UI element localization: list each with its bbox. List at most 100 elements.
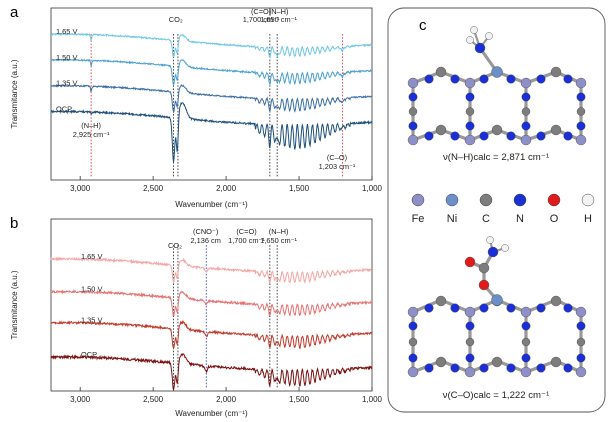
series-line-1-35-v — [50, 320, 373, 350]
top-n-side-2 — [465, 92, 475, 102]
legend-swatch-fe — [411, 193, 425, 207]
top-top-n-5 — [563, 74, 573, 84]
bottom-adsorbate-o — [478, 279, 490, 291]
top-n-side-3 — [521, 92, 531, 102]
panel-a-label: a — [10, 4, 19, 21]
annotation-3: (C=O) — [236, 227, 256, 236]
top-molecule-structure — [407, 26, 587, 146]
top-top-atom-1 — [435, 66, 447, 78]
top-top-n-0 — [424, 74, 434, 84]
bot-bot-n-0 — [424, 363, 434, 373]
top-top-n-1 — [450, 74, 460, 84]
series-label-1: 1.50 V — [56, 53, 77, 62]
top-top-atom-0 — [407, 77, 419, 89]
bot-bot-atom-3 — [491, 356, 503, 368]
bot-top-atom-4 — [520, 306, 532, 318]
legend-label-n: N — [516, 213, 524, 225]
top-n-lower-0 — [408, 121, 418, 131]
top-adsorbate-h-0 — [466, 36, 474, 44]
bot-bot-n-5 — [563, 363, 573, 373]
top-top-atom-6 — [575, 77, 587, 89]
series-line-ocp — [50, 102, 372, 163]
legend-swatch-h — [581, 193, 595, 207]
bot-n-lower-3 — [521, 353, 531, 363]
annotation-0: CO₂ — [168, 241, 182, 250]
bot-top-n-3 — [506, 303, 516, 313]
legend-swatch-c — [479, 193, 493, 207]
series-line-1-50-v — [50, 58, 373, 87]
series-label-3: OCP — [81, 350, 97, 359]
bot-n-side-2 — [465, 321, 475, 331]
bot-top-atom-5 — [550, 295, 562, 307]
legend-swatch-ni — [445, 193, 459, 207]
top-bot-atom-4 — [520, 134, 532, 146]
panel-b-chart: Transmitance (a.u.) Wavenumber (cm⁻¹) 3,… — [10, 218, 383, 418]
bot-top-n-0 — [424, 303, 434, 313]
top-bot-atom-5 — [550, 124, 562, 136]
top-top-atom-2 — [464, 77, 476, 89]
top-adsorbate-n — [474, 42, 486, 54]
series-label-1: 1.50 V — [81, 284, 102, 293]
x-tick-label-1: 2,500 — [143, 184, 164, 193]
bot-bot-atom-1 — [435, 356, 447, 368]
top-n-side-0 — [408, 92, 418, 102]
bot-n-lower-2 — [465, 353, 475, 363]
top-bot-atom-2 — [464, 134, 476, 146]
annotation-1: (CNO⁻) — [193, 227, 218, 236]
x-tick-label-4: 1,000 — [362, 184, 383, 193]
bot-top-atom-0 — [407, 306, 419, 318]
bot-n-side-0 — [408, 321, 418, 331]
annotation-2: 2,136 cm — [190, 236, 220, 245]
annotation-5: (N–H) — [269, 227, 289, 236]
bot-c-side-0 — [408, 337, 418, 347]
bot-bot-atom-4 — [520, 366, 532, 378]
series-line-1-65-v — [50, 32, 373, 59]
x-tick-label-2: 2,000 — [216, 184, 237, 193]
panel-b-label: b — [10, 215, 18, 232]
legend-swatch-n — [513, 193, 527, 207]
panel-b-plot-frame — [50, 218, 373, 392]
bottom-adsorbate-o2 — [464, 256, 476, 268]
x-tick-label-2: 2,000 — [216, 395, 237, 404]
top-n-lower-1 — [576, 121, 586, 131]
bottom-adsorbate-n — [487, 246, 499, 258]
series-label-0: 1.65 V — [81, 252, 102, 261]
bot-bot-n-2 — [479, 363, 489, 373]
series-label-2: 1.35 V — [81, 315, 102, 324]
top-bot-n-5 — [563, 131, 573, 141]
series-line-1-50-v — [50, 288, 373, 318]
series-label-2: 1.35 V — [56, 79, 77, 88]
annotation-0: CO₂ — [169, 15, 183, 24]
panel-a-ylabel: Transmitance (a.u.) — [10, 59, 19, 128]
annotation-3: (N–H) — [269, 7, 289, 16]
bot-bot-n-3 — [506, 363, 516, 373]
x-tick-label-3: 1,500 — [289, 184, 310, 193]
x-tick-label-4: 1,000 — [362, 395, 383, 404]
panel-c: c ν(N–H)calc = 2,871 cm⁻¹ Fe Ni C N O H — [387, 7, 606, 413]
annotation-4: 1,700 cm⁻¹ — [228, 236, 265, 245]
bot-n-side-1 — [576, 321, 586, 331]
top-bot-n-1 — [450, 131, 460, 141]
bot-bot-atom-5 — [550, 356, 562, 368]
top-c-side-3 — [521, 107, 531, 116]
bot-top-atom-1 — [435, 295, 447, 307]
bot-n-lower-1 — [576, 353, 586, 363]
legend-label-fe: Fe — [412, 213, 425, 225]
bot-bot-atom-0 — [407, 366, 419, 378]
x-tick-label-0: 3,000 — [70, 395, 91, 404]
top-molecule-caption: ν(N–H)calc = 2,871 cm⁻¹ — [443, 152, 549, 163]
top-top-n-2 — [479, 74, 489, 84]
bot-top-n-5 — [563, 303, 573, 313]
series-line-1-35-v — [50, 83, 373, 114]
panel-c-frame — [387, 7, 606, 413]
annotation-6: 2,925 cm⁻¹ — [73, 130, 110, 139]
panel-a-plot-frame — [50, 7, 373, 181]
top-bot-atom-0 — [407, 134, 419, 146]
top-bot-n-0 — [424, 131, 434, 141]
annotation-2: 1,700 cm⁻¹ — [243, 15, 280, 24]
legend-swatch-o — [547, 193, 561, 207]
panel-a-xlabel: Wavenumber (cm⁻¹) — [175, 200, 248, 209]
legend-label-ni: Ni — [447, 213, 457, 225]
annotation-6: 1,650 cm⁻¹ — [260, 236, 297, 245]
bot-top-atom-6 — [575, 306, 587, 318]
